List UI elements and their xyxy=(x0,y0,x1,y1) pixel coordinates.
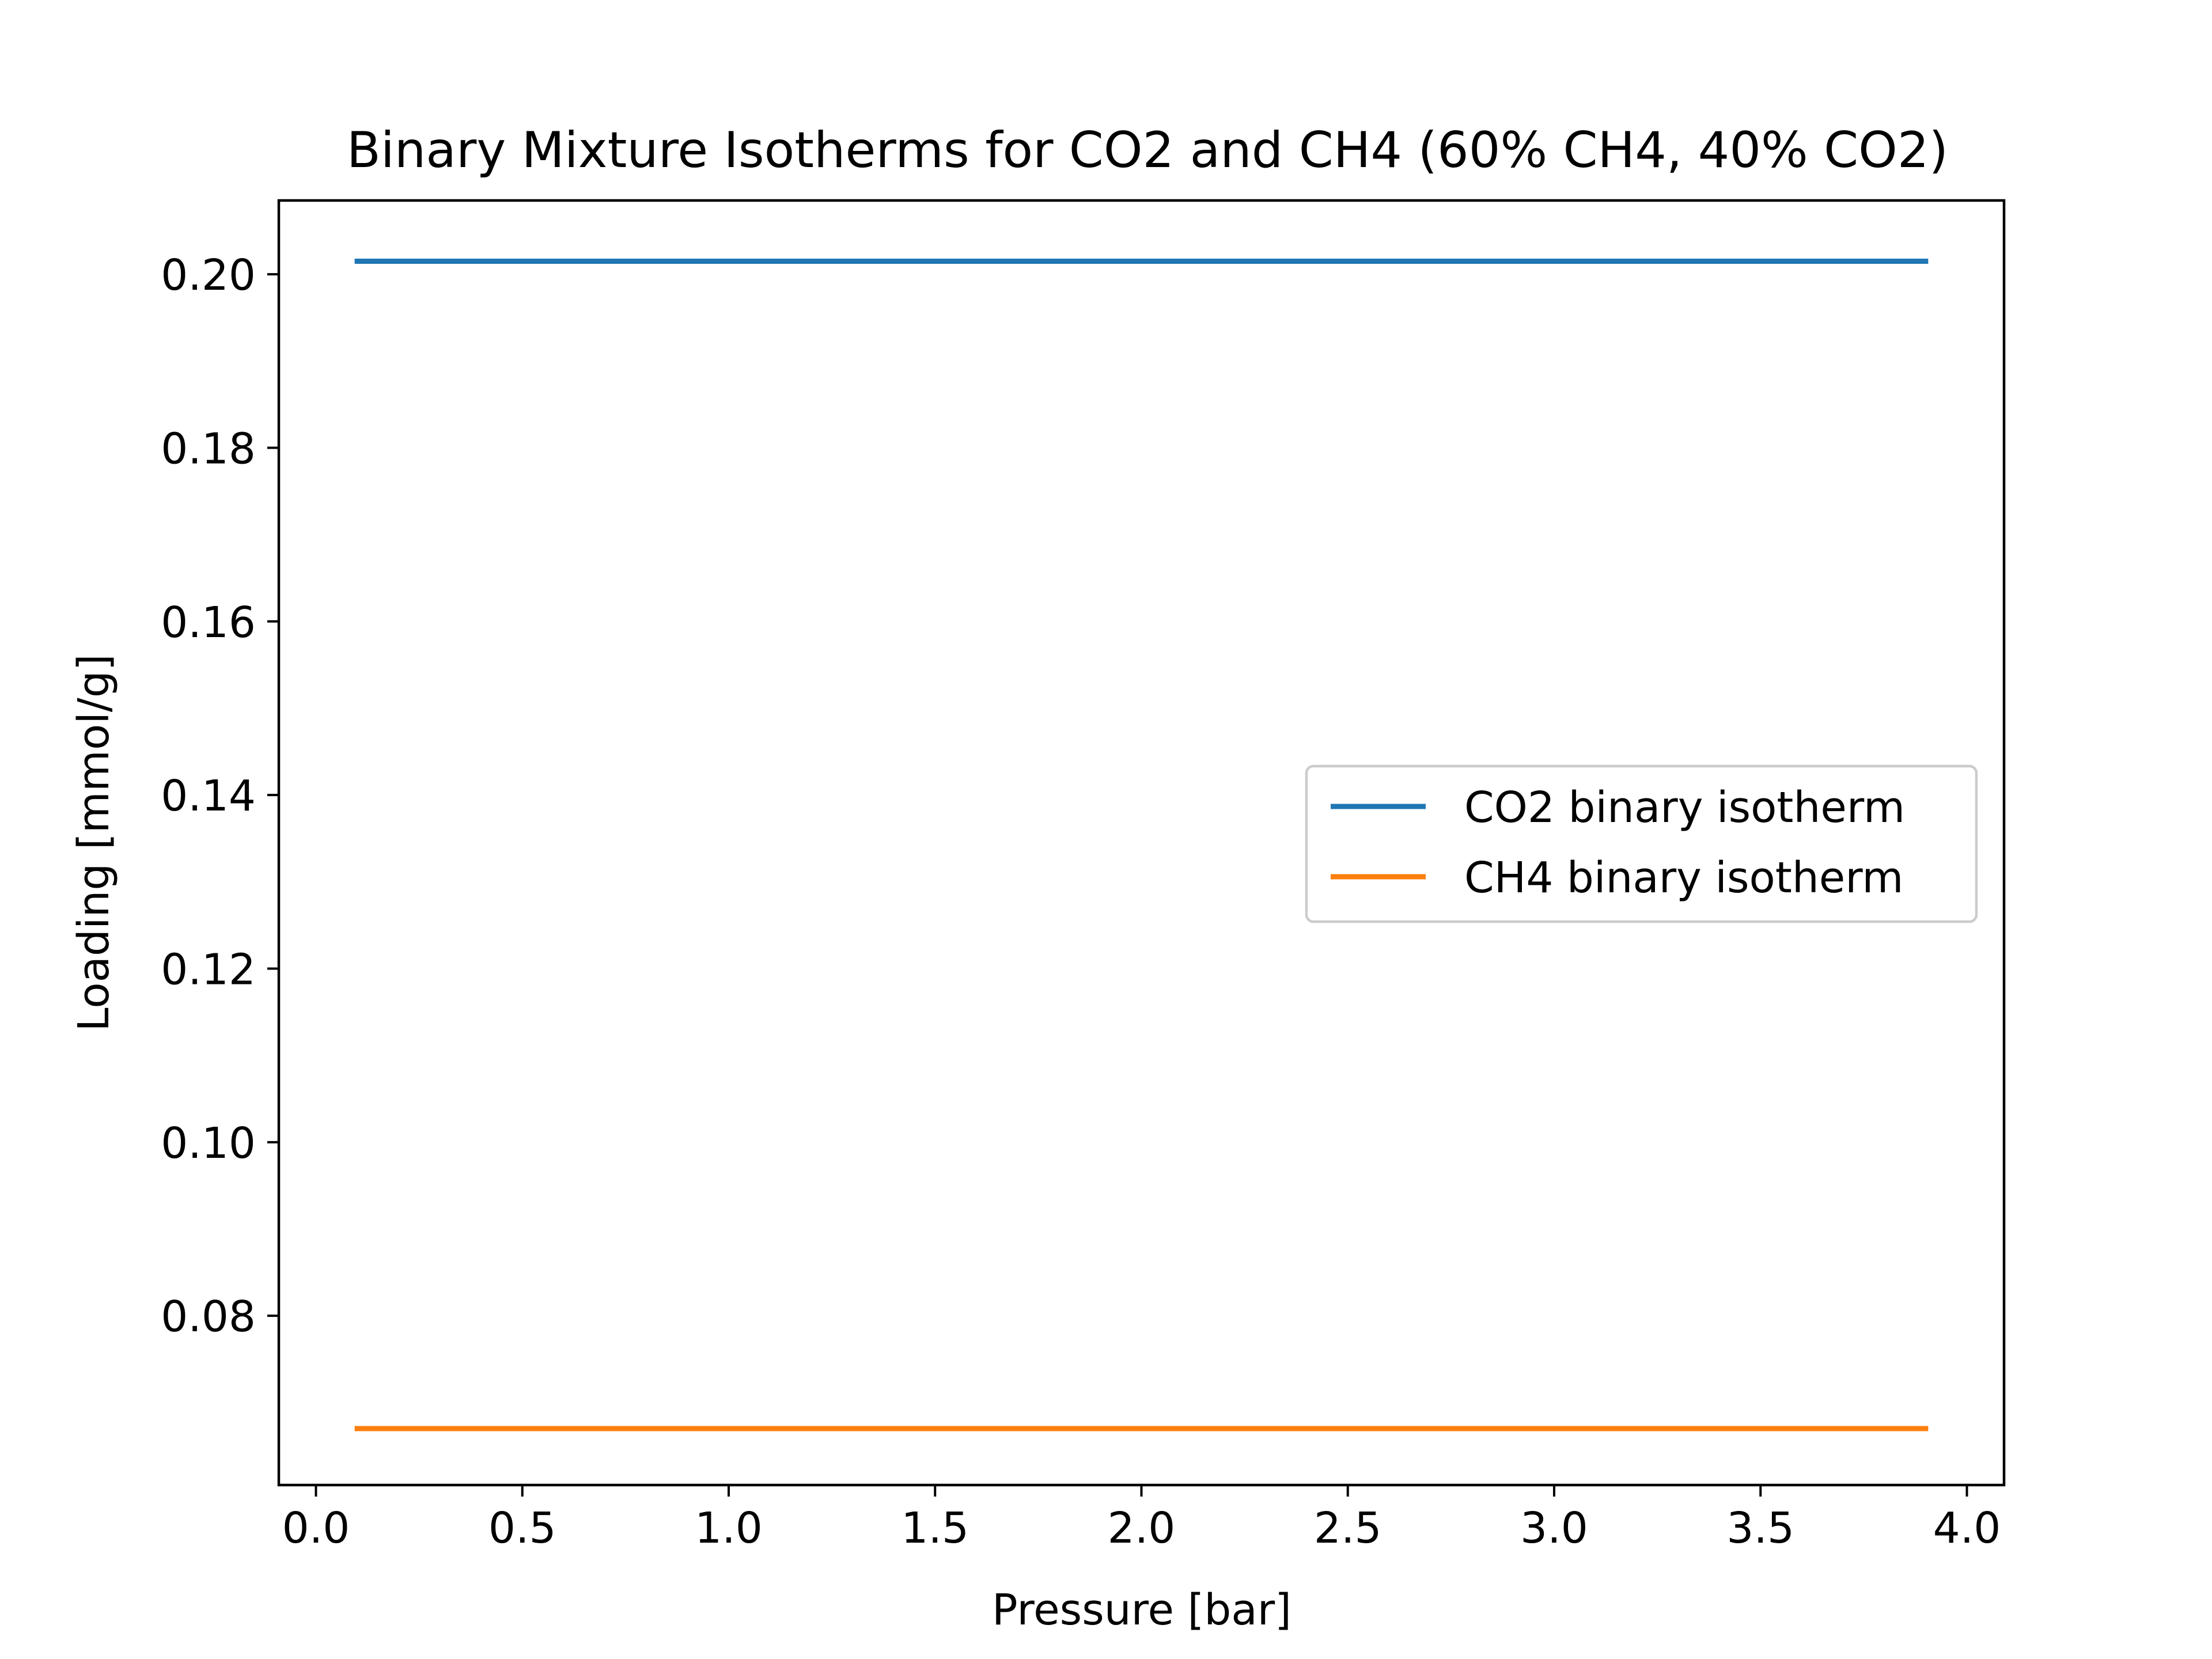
x-tick-label: 3.5 xyxy=(1726,1503,1794,1553)
x-axis-label: Pressure [bar] xyxy=(992,1585,1291,1635)
y-tick-label: 0.10 xyxy=(161,1119,256,1168)
x-tick-label: 2.0 xyxy=(1108,1503,1176,1553)
legend: CO2 binary isotherm CH4 binary isotherm xyxy=(1305,764,1978,923)
y-tick-label: 0.18 xyxy=(161,424,256,474)
x-tick-label: 3.0 xyxy=(1520,1503,1588,1553)
x-tick-label: 0.5 xyxy=(488,1503,556,1553)
legend-label-1: CH4 binary isotherm xyxy=(1464,853,1903,903)
legend-box xyxy=(1305,764,1978,923)
x-tick-label: 1.5 xyxy=(901,1503,969,1553)
y-tick-label: 0.14 xyxy=(161,771,256,821)
x-tick-label: 4.0 xyxy=(1933,1503,2001,1553)
legend-label-0: CO2 binary isotherm xyxy=(1464,783,1905,832)
legend-entries: CO2 binary isotherm CH4 binary isotherm xyxy=(1331,783,1905,903)
x-axis-ticks: 0.0 0.5 1.0 1.5 2.0 2.5 3.0 3.5 4.0 xyxy=(282,1485,2001,1553)
y-tick-label: 0.08 xyxy=(161,1292,256,1342)
x-tick-label: 1.0 xyxy=(695,1503,763,1553)
y-axis-label: Loading [mmol/g] xyxy=(69,654,119,1031)
y-axis-ticks: 0.08 0.10 0.12 0.14 0.16 0.18 0.20 xyxy=(161,251,279,1342)
y-tick-label: 0.20 xyxy=(161,251,256,300)
y-tick-label: 0.16 xyxy=(161,598,256,647)
x-tick-label: 2.5 xyxy=(1314,1503,1382,1553)
series-layer xyxy=(354,258,1929,1431)
chart-title: Binary Mixture Isotherms for CO2 and CH4… xyxy=(347,122,1948,179)
x-tick-label: 0.0 xyxy=(282,1503,350,1553)
y-tick-label: 0.12 xyxy=(161,945,256,994)
